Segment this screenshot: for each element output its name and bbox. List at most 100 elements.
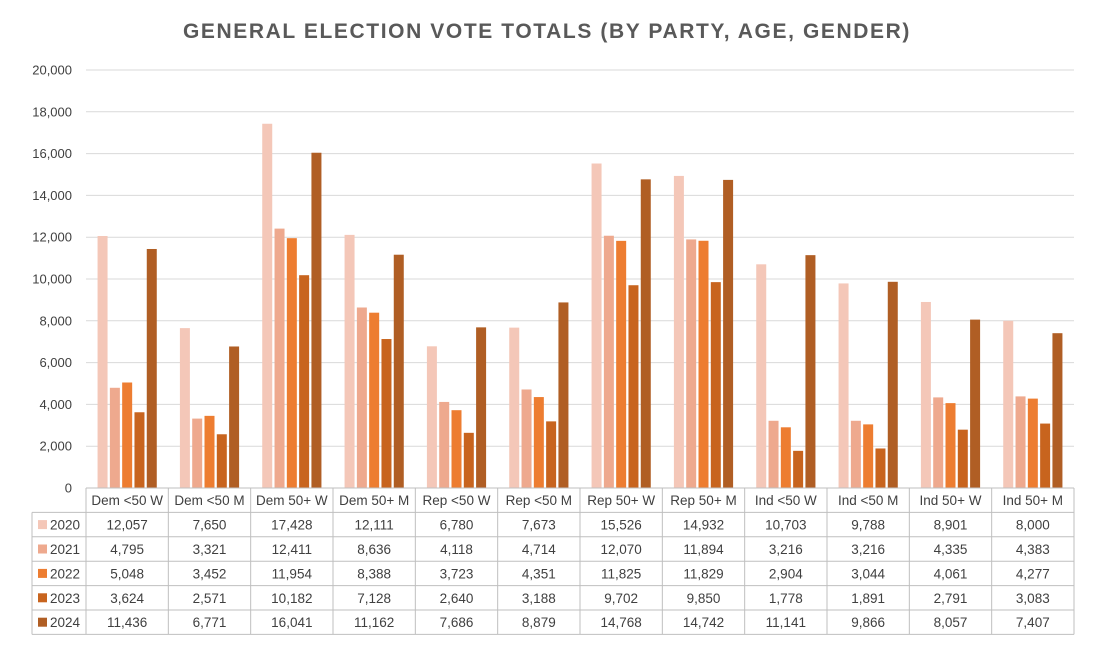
bar [686,239,697,488]
category-label: Dem <50 M [174,493,244,508]
bar [933,397,944,488]
data-table-cell: 4,795 [110,542,144,557]
bar [780,427,791,488]
y-axis-ticks: 0 2,000 4,000 6,000 8,000 10,000 12,000 14,000 1… [32,63,72,496]
y-tick-label: 12,000 [32,230,72,245]
bar [179,328,190,488]
data-table-cell: 1,891 [851,591,885,606]
bar [1052,333,1063,488]
category-label: Dem 50+ W [256,493,328,508]
bar [311,152,322,488]
data-table-cell: 14,742 [683,615,724,630]
legend-swatch [38,617,47,627]
data-table-cell: 4,383 [1016,542,1050,557]
bar [369,312,380,488]
bar [710,282,721,488]
data-table: Dem <50 W Dem <50 M Dem 50+ W Dem 50+ M Rep … [31,487,1075,635]
data-table-cell: 5,048 [110,566,144,581]
bar [673,175,684,488]
bar [1003,320,1014,488]
data-table-cell: 7,673 [522,518,556,533]
bar [887,281,898,488]
bar [426,346,437,488]
data-table-cell: 2,640 [440,591,474,606]
bar [756,264,767,488]
data-table-cell: 17,428 [271,518,312,533]
bar [863,424,874,488]
data-table-cell: 15,526 [601,518,642,533]
bar [122,382,133,488]
data-table-cell: 3,188 [522,591,556,606]
category-label: Dem 50+ M [339,493,409,508]
bar [381,339,392,488]
bar [920,301,931,488]
bar [463,432,474,488]
data-table-cell: 3,723 [440,566,474,581]
bar [768,420,779,488]
category-label: Rep <50 M [506,493,572,508]
data-table-cell: 11,436 [107,615,147,630]
data-table-cell: 11,162 [354,615,394,630]
legend-swatch [38,544,47,554]
data-table-cell: 7,650 [193,518,227,533]
data-table-cell: 11,954 [272,566,313,581]
legend-label: 2022 [50,566,80,581]
data-table-cell: 9,850 [687,591,721,606]
bar [698,240,709,488]
data-table-cell: 3,216 [769,542,803,557]
bar [356,307,367,488]
data-table-cell: 9,788 [851,518,885,533]
bar [97,236,108,488]
category-label: Dem <50 W [91,493,163,508]
bar [262,123,273,489]
y-tick-label: 10,000 [32,272,72,287]
data-table-cell: 2,791 [934,591,968,606]
legend-label: 2024 [50,615,81,630]
bar [591,163,602,489]
bar [1027,398,1038,488]
data-table-cell: 3,044 [851,566,885,581]
bar [957,429,968,488]
data-table-cell: 4,714 [522,542,556,557]
data-table-cell: 8,057 [934,615,968,630]
bar [286,238,297,488]
y-tick-label: 16,000 [32,146,72,161]
data-table-cell: 2,904 [769,566,803,581]
data-table-cell: 10,182 [271,591,312,606]
data-table-cell: 3,083 [1016,591,1050,606]
bar [628,285,639,488]
data-table-cell: 11,825 [601,566,641,581]
bar [805,255,816,488]
data-table-cell: 4,061 [934,566,968,581]
bar [546,421,557,488]
data-table-cell: 14,932 [683,518,724,533]
data-table-cell: 8,879 [522,615,556,630]
data-table-cell: 14,768 [601,615,642,630]
data-table-cell: 9,866 [851,615,885,630]
bar [393,254,404,488]
data-table-cell: 7,128 [357,591,391,606]
category-label: Ind <50 W [755,493,817,508]
chart-title: GENERAL ELECTION VOTE TOTALS (BY PARTY, … [183,20,911,43]
data-table-cell: 4,118 [440,542,473,557]
data-table-cell: 16,041 [271,615,312,630]
data-table-cell: 3,321 [193,542,227,557]
data-table-cell: 3,216 [851,542,885,557]
bar [603,235,614,488]
y-tick-label: 2,000 [39,439,72,454]
data-table-cell: 4,277 [1016,566,1050,581]
bar [146,248,157,488]
data-table-cell: 8,000 [1016,518,1050,533]
category-label: Rep <50 W [423,493,491,508]
bar [344,234,355,488]
category-label: Rep 50+ M [670,493,736,508]
data-table-cell: 4,335 [934,542,968,557]
y-tick-label: 20,000 [32,63,72,78]
bar [521,389,532,488]
category-label: Ind 50+ W [920,493,982,508]
bar [970,319,981,488]
y-tick-label: 6,000 [39,355,72,370]
data-table-cell: 11,894 [683,542,724,557]
bar [451,410,462,488]
y-tick-label: 8,000 [39,313,72,328]
